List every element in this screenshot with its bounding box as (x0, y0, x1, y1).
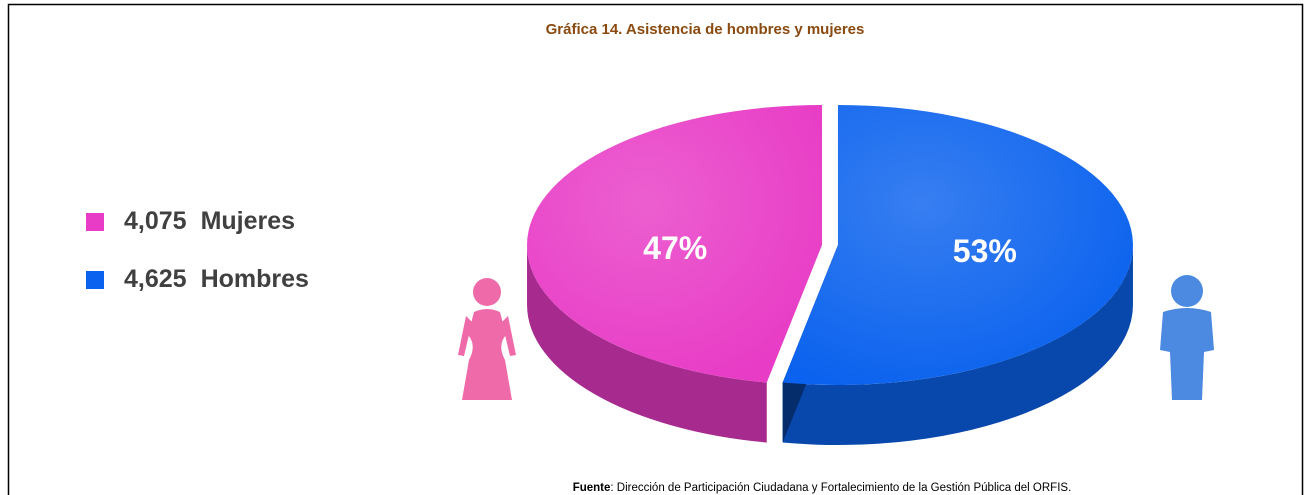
slice-side (527, 245, 767, 443)
legend-swatch (86, 271, 104, 289)
source-text: : Dirección de Participación Ciudadana y… (610, 482, 1071, 494)
data-label: 53% (953, 233, 1017, 269)
woman-icon (458, 278, 516, 400)
chart-title: Gráfica 14. Asistencia de hombres y muje… (546, 21, 865, 38)
source-label: Fuente (573, 482, 611, 494)
legend-count: 4,075 (124, 207, 187, 235)
legend-swatch (86, 213, 104, 231)
legend-name: Hombres (201, 265, 309, 293)
legend-name: Mujeres (201, 207, 295, 235)
legend-label: 4,625 Hombres (124, 265, 309, 293)
slice-shine (527, 105, 823, 383)
legend-count: 4,625 (124, 265, 187, 293)
slice-shine (782, 105, 1133, 385)
slice-side (782, 245, 1133, 445)
man-icon (1160, 275, 1214, 400)
data-label: 47% (643, 230, 707, 266)
source-note: Fuente: Dirección de Participación Ciuda… (573, 482, 1072, 494)
legend-label: 4,075 Mujeres (124, 207, 295, 235)
